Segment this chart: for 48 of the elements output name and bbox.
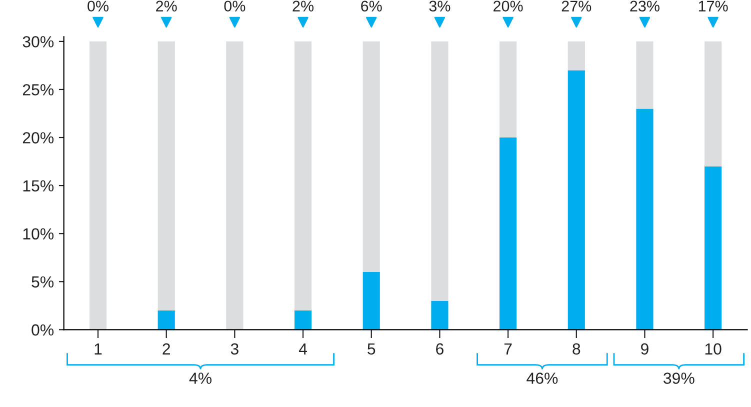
bar (362, 272, 380, 330)
x-tick-label: 6 (436, 343, 444, 355)
bar (500, 138, 517, 330)
data-label: 27% (562, 0, 592, 12)
y-tick-label: 20% (22, 132, 54, 144)
bar (704, 166, 722, 330)
data-label: 20% (494, 0, 523, 12)
y-tick-label: 5% (32, 276, 54, 288)
x-tick-label: 9 (641, 343, 648, 355)
x-tick-label: 4 (298, 343, 308, 354)
data-label: 23% (630, 0, 660, 12)
bar (431, 41, 448, 301)
text: 39% (664, 372, 694, 384)
x-tick-label: 5 (368, 343, 376, 355)
data-label: 3% (429, 0, 450, 12)
x-tick-label: 2 (162, 343, 170, 354)
data-label: 17% (698, 0, 728, 12)
bar (226, 41, 244, 330)
y-tick-label: 10% (23, 228, 54, 240)
data-label: 6% (361, 0, 382, 12)
bar (704, 41, 722, 166)
bar (89, 41, 107, 330)
bar (362, 41, 380, 272)
y-tick-label: 30% (22, 36, 54, 48)
text: 46% (526, 372, 558, 384)
bar (158, 310, 175, 330)
bar (500, 41, 517, 138)
data-label: 0% (224, 0, 246, 12)
x-tick-label: 8 (572, 343, 580, 355)
x-tick-label: 10 (705, 343, 722, 355)
bar (568, 70, 585, 330)
x-tick-label: 1 (94, 343, 102, 354)
y-tick-label: 25% (22, 84, 54, 96)
text: 4% (189, 372, 212, 384)
bar (294, 310, 312, 330)
data-label: 0% (88, 0, 109, 12)
bar (636, 108, 654, 330)
bar (294, 41, 312, 310)
x-tick-label: 7 (504, 343, 512, 354)
x-tick-label: 3 (230, 343, 238, 355)
bar (158, 41, 175, 310)
y-tick-label: 15% (23, 180, 54, 192)
bar (431, 300, 448, 330)
data-label: 2% (156, 0, 177, 12)
y-tick-label: 0% (32, 324, 54, 336)
data-label: 2% (292, 0, 314, 12)
bar (636, 41, 654, 109)
bar (568, 41, 585, 70)
